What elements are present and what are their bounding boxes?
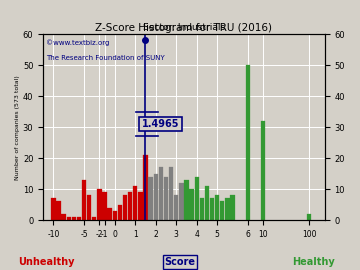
Bar	[143, 155, 148, 220]
Text: Healthy: Healthy	[292, 257, 334, 267]
Bar	[123, 195, 127, 220]
Bar	[148, 177, 153, 220]
Bar	[225, 198, 230, 220]
Bar	[67, 217, 71, 220]
Bar	[164, 177, 168, 220]
Y-axis label: Number of companies (573 total): Number of companies (573 total)	[15, 75, 20, 180]
Bar	[200, 198, 204, 220]
Text: Score: Score	[165, 257, 195, 267]
Text: The Research Foundation of SUNY: The Research Foundation of SUNY	[46, 55, 165, 61]
Text: ©www.textbiz.org: ©www.textbiz.org	[46, 40, 109, 46]
Text: 1.4965: 1.4965	[142, 119, 179, 129]
Bar	[118, 205, 122, 220]
Bar	[128, 192, 132, 220]
Bar	[108, 208, 112, 220]
Bar	[215, 195, 219, 220]
Bar	[261, 121, 265, 220]
Bar	[77, 217, 81, 220]
Title: Z-Score Histogram for TRU (2016): Z-Score Histogram for TRU (2016)	[95, 23, 273, 33]
Bar	[56, 201, 60, 220]
Text: Sector: Industrials: Sector: Industrials	[143, 23, 225, 32]
Bar	[154, 174, 158, 220]
Bar	[72, 217, 76, 220]
Bar	[97, 189, 102, 220]
Bar	[169, 167, 173, 220]
Bar	[159, 167, 163, 220]
Bar	[113, 211, 117, 220]
Bar	[51, 198, 55, 220]
Bar	[174, 195, 179, 220]
Bar	[138, 192, 143, 220]
Bar	[205, 186, 209, 220]
Bar	[307, 214, 311, 220]
Bar	[92, 217, 96, 220]
Bar	[210, 198, 214, 220]
Bar	[62, 214, 66, 220]
Bar	[184, 180, 189, 220]
Text: Unhealthy: Unhealthy	[19, 257, 75, 267]
Bar	[82, 180, 86, 220]
Bar	[87, 195, 91, 220]
Bar	[133, 186, 138, 220]
Bar	[179, 183, 184, 220]
Bar	[189, 189, 194, 220]
Bar	[220, 201, 224, 220]
Bar	[102, 192, 107, 220]
Bar	[246, 65, 250, 220]
Bar	[194, 177, 199, 220]
Bar	[230, 195, 235, 220]
